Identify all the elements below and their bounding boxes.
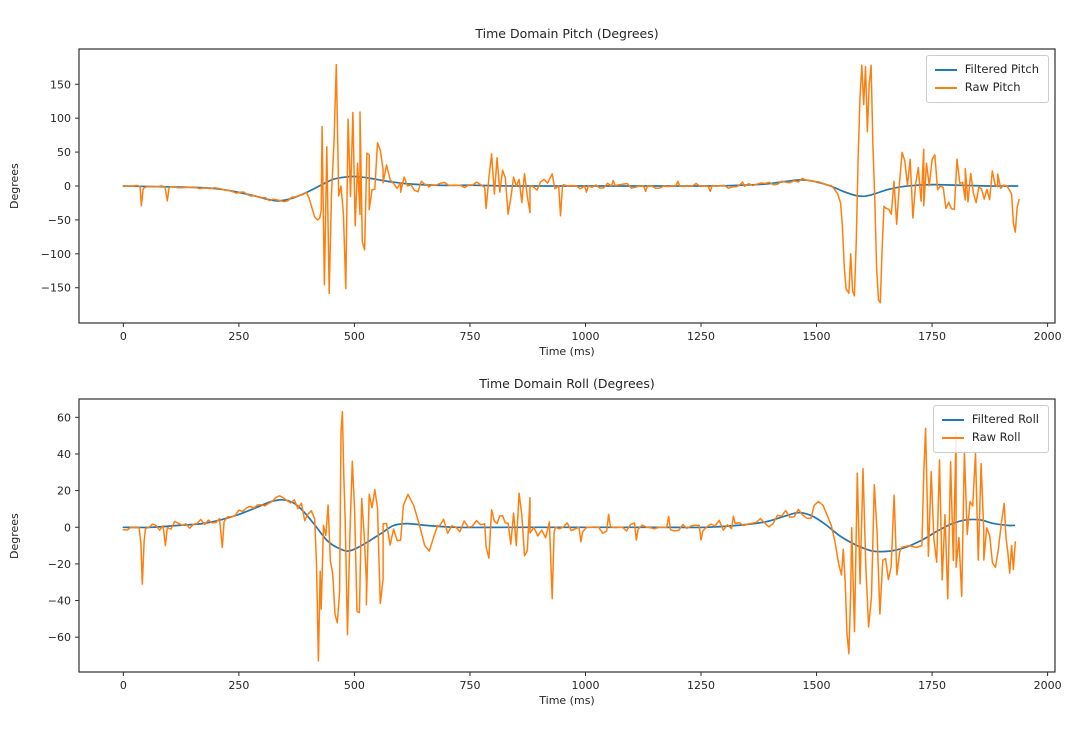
filtered-pitch-line-swatch — [934, 68, 957, 71]
y-tick-label: 60 — [57, 411, 71, 424]
y-tick-label: 0 — [64, 180, 71, 193]
y-tick-label: 40 — [57, 448, 71, 461]
x-tick-label: 1750 — [918, 330, 946, 343]
x-tick-label: 250 — [228, 330, 249, 343]
legend-entry-raw-roll: Raw Roll — [941, 429, 1039, 447]
raw-roll-line-swatch — [941, 436, 964, 439]
x-tick-label: 0 — [120, 330, 127, 343]
legend-entry-raw-pitch: Raw Pitch — [934, 79, 1039, 97]
filtered-roll-line-swatch — [941, 418, 964, 421]
x-tick-label: 750 — [459, 330, 480, 343]
pitch-y-axis-label: Degrees — [8, 163, 21, 209]
y-tick-label: 50 — [57, 146, 71, 159]
roll-y-axis-label: Degrees — [8, 513, 21, 559]
x-tick-label: 1250 — [687, 330, 715, 343]
filtered-pitch-line — [122, 175, 1019, 202]
raw-pitch-legend-label: Raw Pitch — [964, 79, 1021, 94]
x-tick-label: 2000 — [1034, 330, 1062, 343]
raw-pitch-line — [122, 63, 1020, 304]
legend-entry-filtered-pitch: Filtered Pitch — [934, 61, 1039, 79]
x-tick-label: 750 — [459, 679, 480, 692]
axes-spines — [78, 48, 1056, 324]
legend-entry-filtered-roll: Filtered Roll — [941, 411, 1039, 429]
axes-spines — [78, 398, 1056, 673]
y-tick-label: 150 — [50, 78, 71, 91]
axes-background — [79, 399, 1055, 672]
y-tick-label: −100 — [41, 248, 71, 261]
x-tick-label: 2000 — [1034, 679, 1062, 692]
filtered-roll-legend-label: Filtered Roll — [971, 412, 1039, 426]
x-tick-label: 1250 — [687, 679, 715, 692]
raw-roll-line — [122, 411, 1017, 662]
pitch-plot-title: Time Domain Pitch (Degrees) — [475, 26, 659, 41]
y-tick-label: −50 — [48, 214, 71, 227]
x-tick-label: 1750 — [918, 679, 946, 692]
raw-pitch-line-swatch — [934, 86, 957, 89]
y-tick-label: −60 — [48, 631, 71, 644]
y-tick-label: 20 — [57, 485, 71, 498]
x-tick-label: 250 — [228, 679, 249, 692]
filtered-roll-line — [122, 498, 1016, 553]
x-tick-label: 500 — [344, 330, 365, 343]
roll-plot-title: Time Domain Roll (Degrees) — [479, 376, 655, 391]
roll-legend: Filtered Roll Raw Roll — [932, 405, 1049, 453]
filtered-pitch-legend-label: Filtered Pitch — [964, 62, 1039, 76]
y-tick-label: −150 — [41, 282, 71, 295]
pitch-axes: 0 250 500 750 1000 1250 1500 1750 2000−150−100−5… — [41, 48, 1062, 343]
pitch-legend: Filtered Pitch Raw Pitch — [925, 55, 1049, 103]
y-tick-label: 0 — [64, 521, 71, 534]
raw-roll-legend-label: Raw Roll — [971, 429, 1021, 444]
x-tick-label: 1000 — [571, 679, 599, 692]
x-tick-label: 1500 — [803, 330, 831, 343]
pitch-x-axis-label: Time (ms) — [539, 345, 595, 358]
x-tick-label: 500 — [344, 679, 365, 692]
y-tick-label: −40 — [48, 595, 71, 608]
roll-x-axis-label: Time (ms) — [539, 694, 595, 707]
roll-axes: 0 250 500 750 1000 1250 1500 1750 2000 −60 −40 −20 0… — [48, 398, 1062, 692]
x-tick-label: 1500 — [803, 679, 831, 692]
x-tick-label: 0 — [120, 679, 127, 692]
x-tick-label: 1000 — [571, 330, 599, 343]
y-tick-label: 100 — [50, 112, 71, 125]
y-tick-label: −20 — [48, 558, 71, 571]
